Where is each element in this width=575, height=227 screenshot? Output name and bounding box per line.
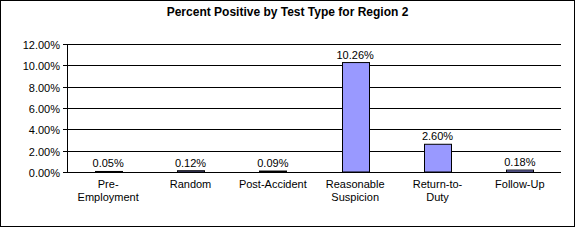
bar xyxy=(96,171,123,173)
x-tick-label-line: Reasonable xyxy=(326,178,385,190)
grid-line xyxy=(67,44,561,45)
x-tick-label-line: Suspicion xyxy=(331,191,379,203)
y-tick xyxy=(63,44,67,45)
chart-title: Percent Positive by Test Type for Region… xyxy=(167,5,409,19)
data-label: 0.09% xyxy=(257,157,288,169)
data-label: 0.05% xyxy=(93,157,124,169)
bar xyxy=(260,171,287,173)
data-label: 0.12% xyxy=(175,157,206,169)
x-tick-label-line: Duty xyxy=(426,191,449,203)
chart-svg: Percent Positive by Test Type for Region… xyxy=(0,0,575,227)
data-label: 0.18% xyxy=(504,156,535,168)
grid-line xyxy=(67,87,561,88)
data-label: 2.60% xyxy=(422,130,453,142)
y-tick-label: 4.00% xyxy=(29,124,60,136)
grid-line xyxy=(67,172,561,173)
y-tick-label: 12.00% xyxy=(23,39,61,51)
y-tick xyxy=(63,87,67,88)
grid-line xyxy=(67,129,561,130)
bar xyxy=(507,170,534,172)
y-axis xyxy=(67,44,68,172)
x-axis xyxy=(67,172,561,173)
x-tick-label-line: Follow-Up xyxy=(495,178,545,190)
chart-border xyxy=(1,1,575,227)
x-tick-label: Random xyxy=(170,178,212,190)
x-tick-label-line: Pre- xyxy=(98,178,119,190)
x-tick-label: Pre-Employment xyxy=(78,178,139,203)
x-tick-label-line: Post-Accident xyxy=(239,178,307,190)
bars xyxy=(96,63,534,172)
bar xyxy=(178,171,205,172)
grid-line xyxy=(67,65,561,66)
y-tick xyxy=(63,151,67,152)
y-tick-label: 6.00% xyxy=(29,103,60,115)
bar xyxy=(343,63,370,172)
x-tick-label: ReasonableSuspicion xyxy=(326,178,385,203)
y-tick xyxy=(63,172,67,173)
x-tick-label-line: Random xyxy=(170,178,212,190)
y-tick-label: 0.00% xyxy=(29,167,60,179)
y-tick xyxy=(63,108,67,109)
x-tick-label: Return-to-Duty xyxy=(413,178,463,203)
y-tick-label: 10.00% xyxy=(23,60,61,72)
x-tick-label: Post-Accident xyxy=(239,178,307,190)
bar xyxy=(425,144,452,172)
y-tick xyxy=(63,65,67,66)
data-label: 10.26% xyxy=(337,49,375,61)
y-tick-label: 8.00% xyxy=(29,82,60,94)
x-tick-label-line: Return-to- xyxy=(413,178,463,190)
grid-line xyxy=(67,151,561,152)
grid-line xyxy=(67,108,561,109)
y-tick-label: 2.00% xyxy=(29,146,60,158)
x-tick-label: Follow-Up xyxy=(495,178,545,190)
x-tick-label-line: Employment xyxy=(78,191,139,203)
y-tick xyxy=(63,129,67,130)
